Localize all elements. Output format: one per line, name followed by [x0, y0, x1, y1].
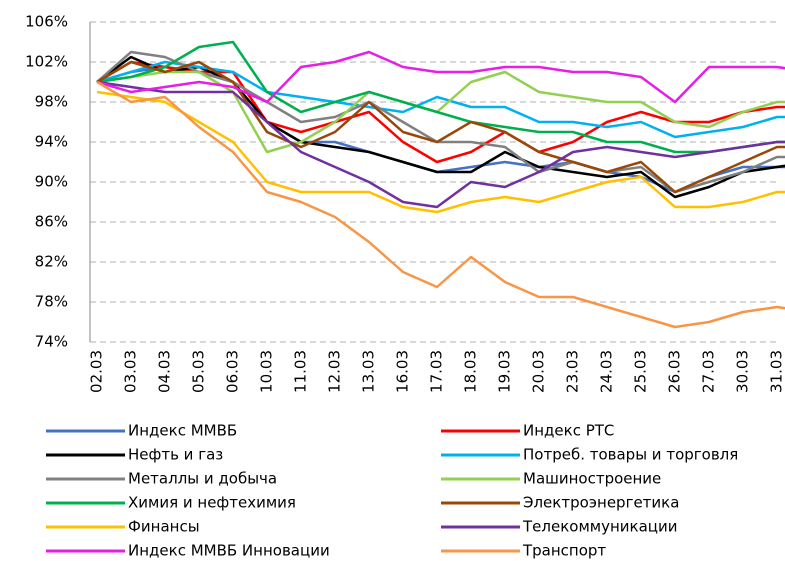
- legend-label: Индекс ММВБ Инновации: [128, 542, 330, 560]
- x-tick-label: 13.03: [360, 350, 378, 393]
- y-tick-label: 106%: [25, 13, 68, 31]
- y-tick-label: 78%: [35, 293, 68, 311]
- x-tick-label: 18.03: [462, 350, 480, 393]
- series-line: [96, 50, 785, 104]
- legend-label: Индекс РТС: [523, 422, 614, 440]
- legend-label: Финансы: [128, 518, 200, 536]
- legend-label: Индекс ММВБ: [128, 422, 237, 440]
- x-tick-label: 04.03: [156, 350, 174, 393]
- series-line: [96, 70, 785, 154]
- y-tick-label: 94%: [35, 133, 68, 151]
- legend-label: Машиностроение: [523, 470, 661, 488]
- legend-label: Химия и нефтехимия: [128, 494, 296, 512]
- series-line: [96, 55, 785, 199]
- x-tick-label: 11.03: [292, 350, 310, 393]
- x-tick-label: 31.03: [768, 350, 785, 393]
- x-tick-label: 24.03: [598, 350, 616, 393]
- x-tick-label: 03.03: [122, 350, 140, 393]
- series-line: [96, 80, 785, 209]
- x-tick-label: 27.03: [700, 350, 718, 393]
- x-tick-label: 23.03: [564, 350, 582, 393]
- series-line: [96, 60, 785, 194]
- legend-label: Транспорт: [522, 542, 606, 560]
- x-tick-label: 05.03: [190, 350, 208, 393]
- series-line: [96, 90, 785, 214]
- y-tick-label: 90%: [35, 173, 68, 191]
- series-line: [96, 80, 785, 329]
- x-tick-label: 20.03: [530, 350, 548, 393]
- x-tick-label: 25.03: [632, 350, 650, 393]
- x-tick-label: 26.03: [666, 350, 684, 393]
- y-tick-label: 102%: [25, 53, 68, 71]
- legend-label: Нефть и газ: [128, 446, 223, 464]
- y-tick-label: 86%: [35, 213, 68, 231]
- y-tick-label: 74%: [35, 333, 68, 351]
- y-tick-label: 82%: [35, 253, 68, 271]
- legend-label: Потреб. товары и торговля: [523, 446, 738, 464]
- y-tick-label: 98%: [35, 93, 68, 111]
- x-tick-label: 17.03: [428, 350, 446, 393]
- legend-label: Металлы и добыча: [128, 470, 277, 488]
- x-tick-label: 06.03: [224, 350, 242, 393]
- x-tick-label: 19.03: [496, 350, 514, 393]
- x-tick-label: 10.03: [258, 350, 276, 393]
- series-line: [96, 50, 785, 194]
- series-line: [96, 60, 785, 139]
- legend-label: Телекоммуникации: [522, 518, 677, 536]
- x-tick-label: 30.03: [734, 350, 752, 393]
- x-tick-label: 12.03: [326, 350, 344, 393]
- legend-label: Электроэнергетика: [523, 494, 679, 512]
- x-tick-label: 16.03: [394, 350, 412, 393]
- series-line: [96, 40, 785, 154]
- x-tick-label: 02.03: [88, 350, 106, 393]
